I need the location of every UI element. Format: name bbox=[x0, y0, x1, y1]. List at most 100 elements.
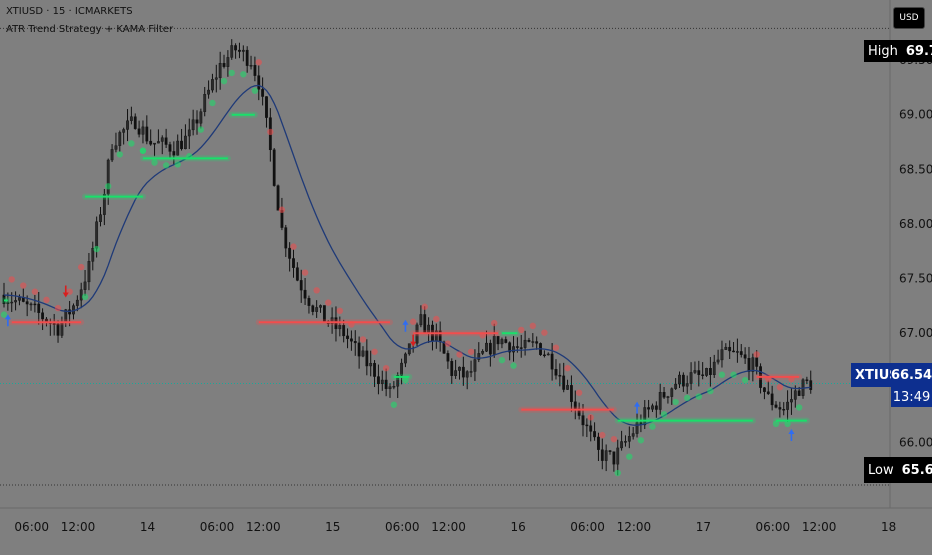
candle-body bbox=[91, 248, 95, 262]
candle-body bbox=[739, 351, 743, 355]
candle-body bbox=[380, 379, 384, 385]
candle-body bbox=[454, 370, 458, 376]
trail-dot-bear bbox=[479, 332, 486, 339]
x-tick-label: 15 bbox=[325, 520, 340, 534]
trail-dot-bear bbox=[421, 303, 428, 310]
x-tick-label: 06:00 bbox=[14, 520, 49, 534]
candle-body bbox=[782, 409, 786, 411]
candle-body bbox=[624, 441, 627, 443]
candle-body bbox=[75, 299, 79, 306]
candle-body bbox=[523, 339, 527, 348]
candle-body bbox=[191, 119, 195, 131]
candle-body bbox=[272, 149, 276, 186]
candle-body bbox=[774, 404, 778, 408]
candle-body bbox=[793, 390, 797, 400]
trail-dot-bear bbox=[564, 364, 571, 372]
x-tick-label: 12:00 bbox=[802, 520, 837, 534]
candle-body bbox=[450, 361, 454, 376]
candle-body bbox=[350, 338, 353, 342]
candle-body bbox=[512, 346, 515, 353]
candle-body bbox=[133, 116, 137, 129]
candle-body bbox=[404, 353, 407, 364]
high-badge: High 69.79 bbox=[864, 40, 932, 62]
candle-body bbox=[265, 96, 268, 118]
trail-dot-bull bbox=[718, 371, 726, 378]
low-value: 65.61 bbox=[901, 462, 932, 478]
x-tick-label: 06:00 bbox=[756, 520, 791, 534]
candle-body bbox=[199, 111, 203, 124]
trail-dot-bear bbox=[753, 351, 760, 358]
candle-body bbox=[458, 366, 461, 371]
candle-body bbox=[6, 301, 10, 304]
trail-dot-bear bbox=[43, 296, 50, 304]
currency-button[interactable]: USD bbox=[893, 7, 925, 29]
trail-dot-bear bbox=[255, 59, 262, 66]
buy-signal-arrow bbox=[788, 428, 795, 441]
trail-dot-bear bbox=[325, 299, 332, 306]
candle-body bbox=[357, 342, 361, 357]
candle-body bbox=[585, 424, 589, 427]
candle-body bbox=[211, 79, 214, 91]
candle-body bbox=[651, 405, 654, 410]
candle-body bbox=[685, 383, 689, 387]
high-value: 69.79 bbox=[905, 43, 932, 59]
candle-body bbox=[396, 375, 400, 387]
candle-body bbox=[52, 323, 56, 325]
candle-body bbox=[724, 346, 728, 350]
candle-body bbox=[620, 441, 624, 449]
candle-body bbox=[122, 129, 126, 133]
candle-body bbox=[330, 317, 334, 324]
candle-body bbox=[515, 346, 519, 348]
trail-dot-bear bbox=[788, 375, 795, 383]
candle-body bbox=[226, 57, 230, 67]
trail-dot-bear bbox=[336, 307, 344, 315]
trail-dot-bear bbox=[78, 263, 85, 271]
trail-dot-bear bbox=[8, 276, 15, 283]
candle-body bbox=[288, 247, 292, 259]
candle-body bbox=[230, 45, 234, 58]
candle-body bbox=[527, 339, 531, 342]
trail-dot-bull bbox=[707, 387, 714, 395]
candle-body bbox=[187, 129, 191, 137]
candle-body bbox=[276, 185, 280, 211]
trail-dot-bear bbox=[382, 364, 390, 372]
trail-dot-bear bbox=[409, 318, 417, 325]
candle-body bbox=[589, 425, 593, 432]
candle-body bbox=[176, 140, 180, 156]
candle-body bbox=[110, 149, 114, 161]
candle-body bbox=[647, 407, 651, 410]
trail-dot-bear bbox=[54, 304, 62, 312]
trail-dot-bull bbox=[795, 404, 803, 411]
kama-line bbox=[3, 84, 811, 426]
candle-body bbox=[184, 135, 187, 150]
candle-body bbox=[681, 374, 685, 387]
candle-body bbox=[743, 354, 747, 359]
candle-body bbox=[786, 401, 789, 410]
candle-body bbox=[145, 126, 149, 142]
candle-body bbox=[102, 193, 106, 215]
countdown-badge: 13:49 bbox=[891, 387, 932, 407]
candle-body bbox=[29, 303, 33, 306]
candle-body bbox=[141, 126, 145, 135]
candle-body bbox=[295, 267, 299, 281]
trail-dot-bear bbox=[765, 375, 772, 383]
candle-body bbox=[469, 371, 473, 373]
trail-dot-bull bbox=[139, 147, 147, 154]
candle-body bbox=[732, 350, 735, 353]
trail-dot-bear bbox=[301, 269, 309, 276]
indicator-name[interactable]: ATR Trend Strategy + KAMA Filter bbox=[6, 24, 174, 35]
trail-dot-bear bbox=[456, 351, 463, 358]
candle-body bbox=[678, 374, 681, 385]
trail-dot-bull bbox=[209, 99, 216, 107]
y-tick-label: 67.00 bbox=[899, 326, 932, 340]
candle-body bbox=[319, 305, 322, 308]
candle-body bbox=[797, 390, 801, 396]
symbol-line[interactable]: XTIUSD · 15 · ICMARKETS bbox=[6, 6, 133, 17]
candle-body bbox=[674, 383, 678, 389]
candle-body bbox=[353, 341, 357, 344]
trail-dot-bear bbox=[313, 287, 320, 294]
candle-body bbox=[253, 65, 257, 76]
high-label: High bbox=[868, 43, 898, 59]
